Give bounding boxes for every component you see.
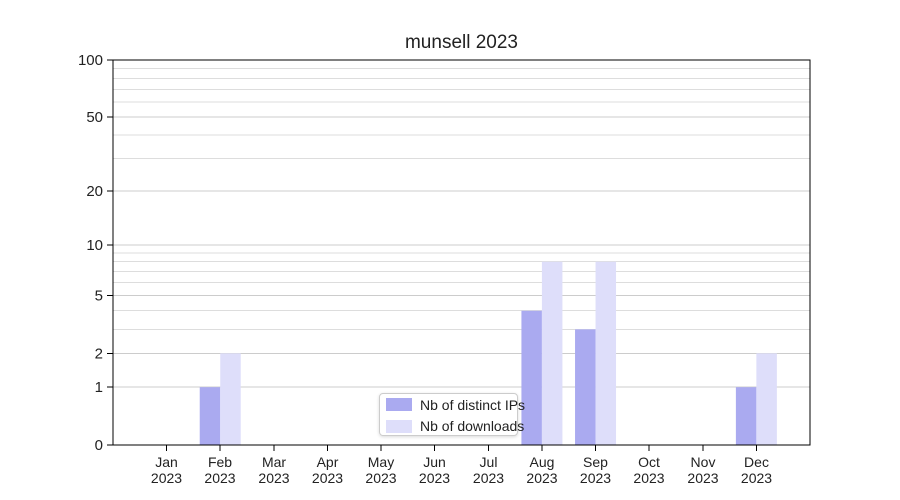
svg-text:2023: 2023 <box>741 470 772 486</box>
svg-text:20: 20 <box>86 183 103 200</box>
svg-text:Mar: Mar <box>262 454 286 470</box>
svg-text:Jun: Jun <box>423 454 446 470</box>
svg-text:2023: 2023 <box>365 470 396 486</box>
svg-text:2023: 2023 <box>633 470 664 486</box>
svg-text:2023: 2023 <box>419 470 450 486</box>
svg-text:1: 1 <box>95 379 103 396</box>
svg-text:5: 5 <box>95 288 103 305</box>
svg-text:Oct: Oct <box>638 454 660 470</box>
svg-text:100: 100 <box>78 52 103 69</box>
svg-text:Nov: Nov <box>691 454 716 470</box>
svg-text:2023: 2023 <box>473 470 504 486</box>
svg-text:Jul: Jul <box>480 454 498 470</box>
svg-text:Sep: Sep <box>583 454 608 470</box>
svg-text:2023: 2023 <box>312 470 343 486</box>
svg-text:10: 10 <box>86 237 103 254</box>
svg-text:2023: 2023 <box>258 470 289 486</box>
svg-text:2: 2 <box>95 346 103 363</box>
svg-text:Feb: Feb <box>208 454 232 470</box>
svg-text:May: May <box>368 454 394 470</box>
svg-text:2023: 2023 <box>580 470 611 486</box>
svg-text:Dec: Dec <box>744 454 769 470</box>
svg-text:2023: 2023 <box>204 470 235 486</box>
svg-text:0: 0 <box>95 437 103 454</box>
svg-text:2023: 2023 <box>151 470 182 486</box>
svg-text:Apr: Apr <box>317 454 339 470</box>
svg-text:50: 50 <box>86 109 103 126</box>
svg-text:2023: 2023 <box>687 470 718 486</box>
svg-text:Aug: Aug <box>530 454 555 470</box>
svg-text:Jan: Jan <box>155 454 178 470</box>
svg-text:2023: 2023 <box>526 470 557 486</box>
